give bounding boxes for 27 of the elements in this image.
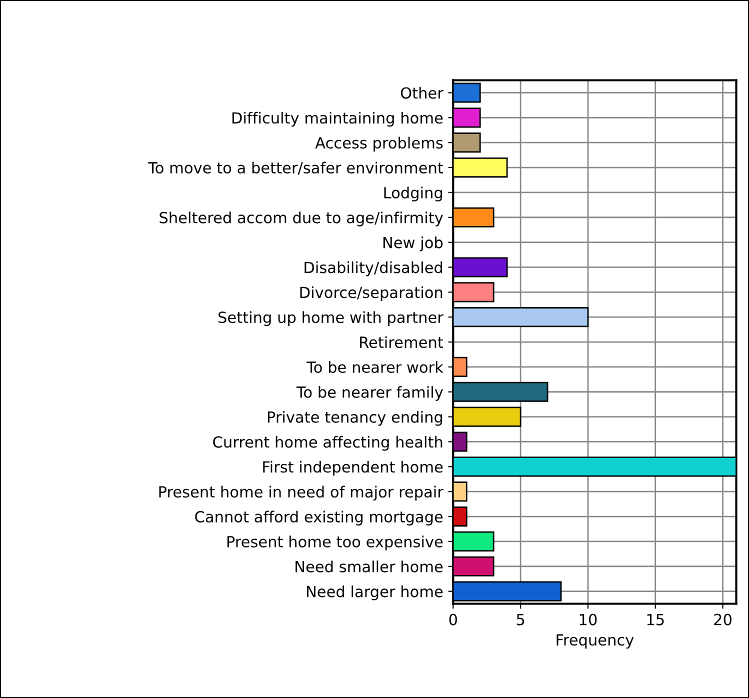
y-tick-label: To be nearer family [296,386,443,401]
y-tick-label: Need smaller home [296,560,443,572]
y-tick-label: Other [400,86,444,99]
y-tick-label: Disability/disabled [304,261,442,276]
x-tick-label: 10 [580,614,597,626]
y-tick-label: Present home in need of major repair [159,486,444,501]
y-tick-label: Present home too expensive [227,536,443,550]
x-tick-label: 15 [647,614,664,626]
y-tick-label: New job [383,236,443,252]
y-tick-label: Cannot afford existing mortgage [195,510,443,526]
y-tick-label: Difficulty maintaining home [232,112,443,127]
y-tick-label: Access problems [315,136,443,152]
y-tick-label: Sheltered accom due to age/infirmity [160,212,443,226]
x-tick-label: 0 [449,614,457,626]
y-tick-label: Private tenancy ending [268,411,442,426]
y-tick-label: Need larger home [306,586,443,600]
y-tick-label: Divorce/separation [300,286,442,302]
y-tick-label: First independent home [263,460,443,476]
x-tick-label: 20 [714,614,732,626]
y-tick-label: Current home affecting health [213,436,442,451]
y-tick-label: Lodging [384,186,442,202]
y-tick-label: Setting up home with partner [218,311,444,326]
x-tick-label: 5 [516,614,524,626]
y-tick-label: To move to a better/safer environment [148,162,444,175]
y-tick-label: To be nearer work [306,361,444,373]
x-axis-title: Frequency [556,634,634,649]
y-tick-label: Retirement [360,336,444,348]
